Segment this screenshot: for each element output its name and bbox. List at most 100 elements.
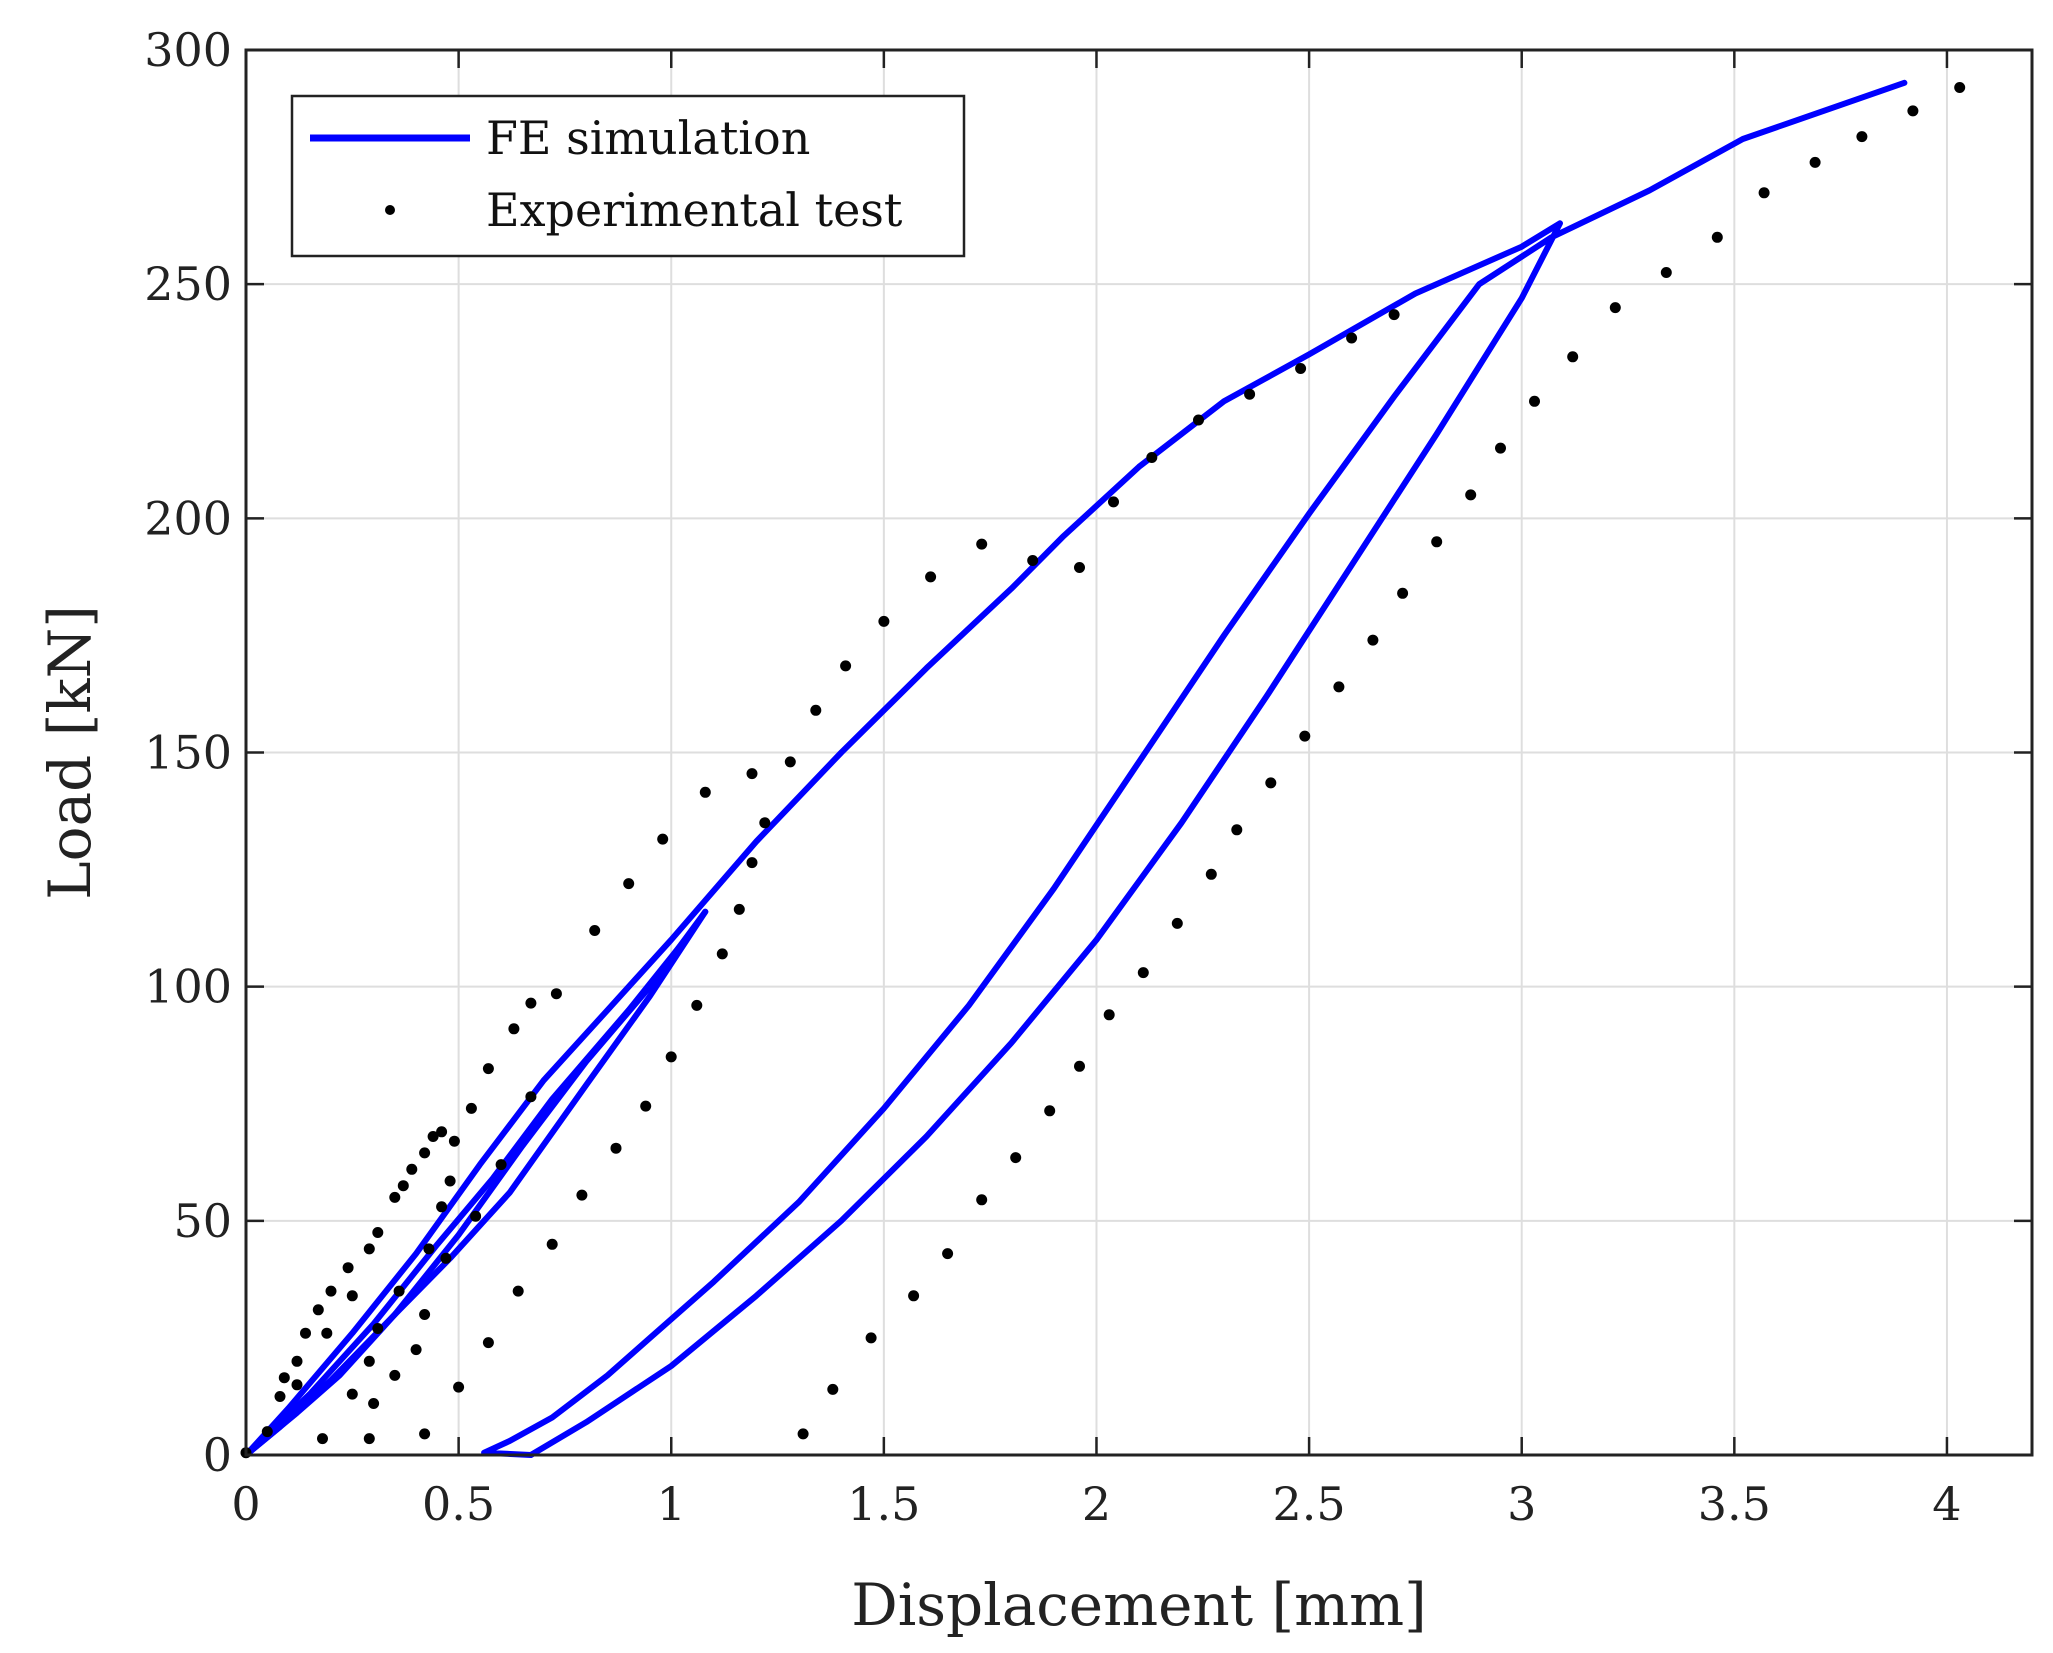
- experimental-point: [797, 1428, 809, 1440]
- experimental-point: [444, 1175, 456, 1187]
- experimental-point: [291, 1379, 303, 1391]
- experimental-point: [610, 1142, 622, 1154]
- x-tick-label: 2.5: [1273, 1477, 1346, 1531]
- experimental-point: [325, 1285, 337, 1297]
- legend: FE simulation Experimental test: [290, 94, 966, 258]
- experimental-point: [1231, 824, 1243, 836]
- x-tick-label: 0: [231, 1477, 260, 1531]
- experimental-point: [346, 1290, 358, 1302]
- experimental-point: [1146, 452, 1158, 463]
- experimental-point: [419, 1147, 431, 1159]
- plot-area: [240, 79, 1966, 1459]
- experimental-point: [1907, 105, 1919, 117]
- x-tick-label: 2: [1082, 1477, 1111, 1531]
- experimental-point: [1295, 363, 1307, 374]
- y-tick-label: 250: [144, 257, 232, 311]
- experimental-point: [453, 1381, 465, 1393]
- y-tick-label: 0: [203, 1428, 232, 1482]
- experimental-point: [908, 1290, 920, 1302]
- legend-box: [290, 94, 966, 258]
- experimental-point: [525, 997, 537, 1009]
- experimental-point: [423, 1243, 435, 1255]
- tick-labels: 0 0.5 1 1.5 2 2.5 3 3.5 4 0 50 100 150 200 250 300: [144, 23, 1961, 1531]
- experimental-point: [716, 948, 728, 960]
- experimental-point: [746, 857, 758, 869]
- experimental-point: [1103, 1009, 1115, 1021]
- legend-swatch-experimental-test: [385, 205, 395, 215]
- experimental-point: [699, 786, 711, 798]
- experimental-point: [389, 1191, 401, 1203]
- experimental-point: [470, 1210, 482, 1222]
- experimental-point: [1171, 917, 1183, 929]
- experimental-point: [372, 1227, 384, 1238]
- experimental-point: [784, 756, 796, 768]
- x-tick-label: 1.5: [847, 1477, 920, 1531]
- x-axis-label: Displacement [mm]: [851, 1571, 1427, 1639]
- experimental-point: [1010, 1152, 1022, 1164]
- experimental-point: [436, 1126, 448, 1138]
- experimental-point: [865, 1332, 877, 1344]
- experimental-point: [465, 1102, 477, 1114]
- experimental-point: [1044, 1105, 1056, 1117]
- experimental-point: [436, 1201, 448, 1213]
- experimental-point: [1609, 302, 1621, 314]
- x-tick-label: 3: [1507, 1477, 1536, 1531]
- experimental-point: [1431, 536, 1443, 548]
- experimental-point: [657, 833, 669, 845]
- experimental-point: [1205, 868, 1217, 880]
- experimental-point: [1856, 131, 1868, 143]
- y-axis-label: Load [kN]: [36, 605, 104, 900]
- experimental-point: [810, 704, 822, 716]
- experimental-point: [1465, 489, 1477, 501]
- experimental-point: [925, 571, 937, 583]
- experimental-point: [733, 903, 745, 915]
- experimental-point: [406, 1163, 418, 1175]
- experimental-point: [1367, 634, 1379, 646]
- y-tick-label: 150: [144, 726, 232, 780]
- experimental-point: [942, 1248, 954, 1260]
- legend-label-experimental-test: Experimental test: [486, 183, 903, 237]
- experimental-point: [1567, 351, 1579, 363]
- experimental-point: [623, 878, 635, 890]
- experimental-point: [1388, 309, 1400, 321]
- experimental-point: [1660, 267, 1672, 278]
- experimental-point: [1495, 442, 1506, 454]
- experimental-point: [746, 768, 758, 780]
- experimental-point: [1027, 555, 1039, 566]
- experimental-point: [278, 1372, 290, 1384]
- experimental-point: [878, 615, 890, 627]
- experimental-point: [1265, 777, 1277, 789]
- experimental-point: [448, 1135, 460, 1147]
- experimental-point: [482, 1063, 494, 1075]
- experimental-point: [1299, 730, 1311, 742]
- experimental-point: [1809, 156, 1821, 168]
- experimental-point: [1333, 681, 1345, 693]
- experimental-point: [419, 1309, 431, 1320]
- experimental-point: [274, 1391, 286, 1402]
- x-tick-label: 4: [1932, 1477, 1961, 1531]
- experimental-point: [1397, 587, 1409, 599]
- experimental-point: [976, 1194, 988, 1206]
- experimental-point: [508, 1023, 520, 1035]
- experimental-point: [525, 1091, 537, 1103]
- experimental-point: [576, 1189, 588, 1201]
- y-tick-label: 100: [144, 960, 232, 1014]
- experimental-point: [427, 1131, 439, 1142]
- experimental-point: [1954, 82, 1966, 93]
- experimental-point: [976, 538, 988, 550]
- legend-label-fe-simulation: FE simulation: [486, 111, 810, 165]
- experimental-point: [368, 1398, 380, 1409]
- experimental-point: [397, 1180, 409, 1192]
- experimental-point: [291, 1355, 303, 1367]
- experimental-point: [1108, 496, 1119, 508]
- experimental-point: [589, 925, 601, 936]
- y-tick-label: 200: [144, 491, 232, 545]
- experimental-point: [550, 988, 562, 1000]
- experimental-point: [363, 1243, 375, 1255]
- axis-ticks: [244, 48, 2032, 1457]
- experimental-point: [665, 1051, 677, 1063]
- y-tick-label: 50: [173, 1194, 232, 1248]
- experimental-point: [440, 1252, 452, 1264]
